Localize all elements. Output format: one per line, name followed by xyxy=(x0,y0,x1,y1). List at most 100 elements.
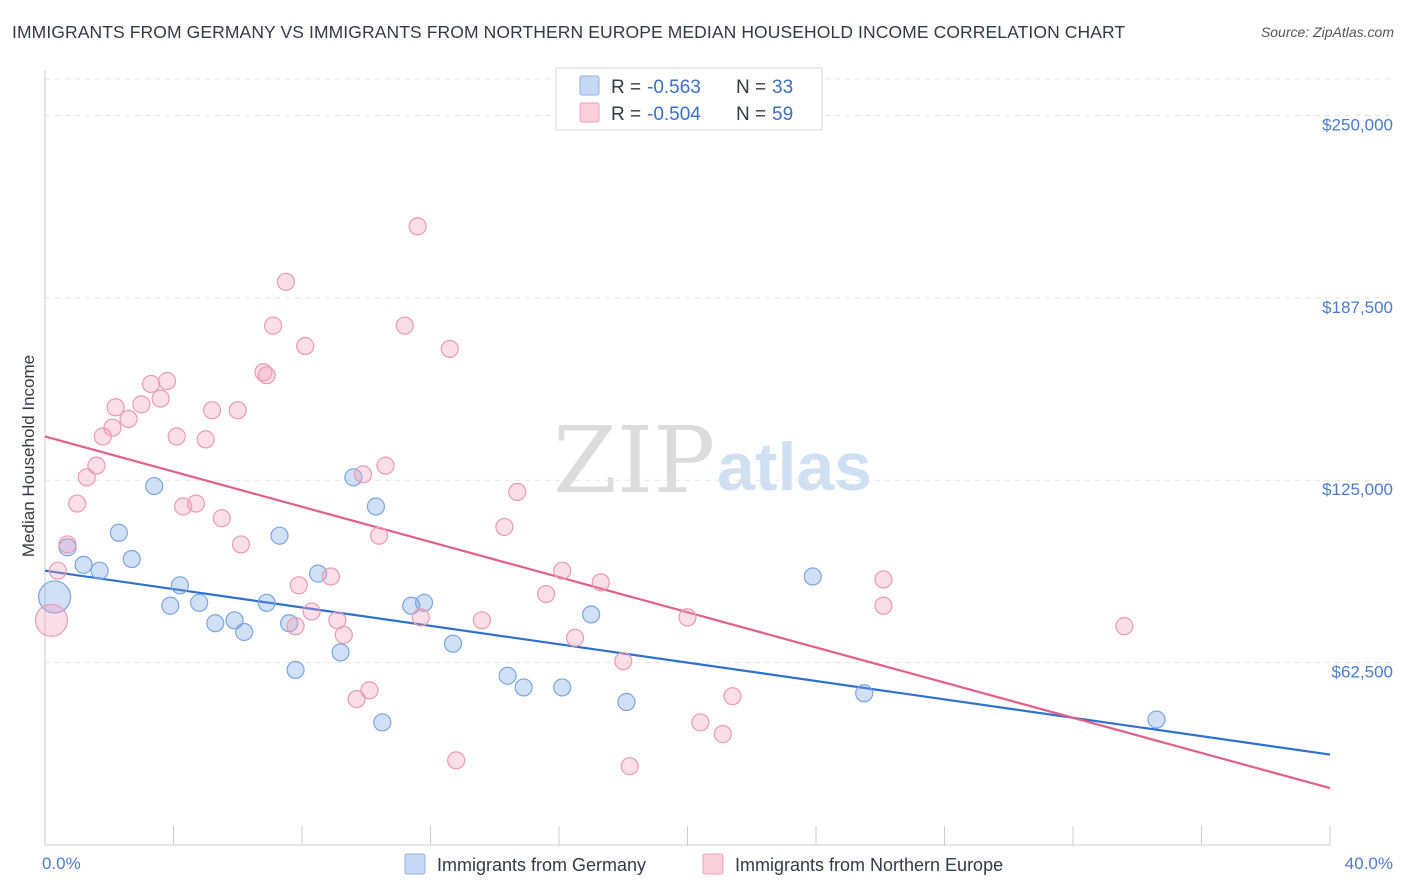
point-northern-europe xyxy=(254,363,273,382)
y-tick-label: $250,000 xyxy=(1322,115,1393,134)
stats-legend: R = -0.563 N = 33 R = -0.504 N = 59 xyxy=(555,67,823,131)
point-germany xyxy=(190,593,209,612)
point-germany xyxy=(553,678,572,697)
point-northern-europe xyxy=(202,401,222,420)
y-tick-label: $187,500 xyxy=(1322,298,1393,317)
point-northern-europe xyxy=(691,713,710,732)
y-tick-label: $62,500 xyxy=(1332,663,1393,682)
point-northern-europe xyxy=(495,517,514,537)
series-label-germany: Immigrants from Germany xyxy=(437,855,646,875)
point-northern-europe xyxy=(321,567,341,586)
point-northern-europe xyxy=(723,687,742,706)
point-northern-europe xyxy=(408,217,427,236)
chart-title: IMMIGRANTS FROM GERMANY VS IMMIGRANTS FR… xyxy=(12,22,1126,42)
point-germany xyxy=(206,614,225,633)
legend-r-label-northern-europe: R = xyxy=(611,104,641,125)
point-germany xyxy=(122,549,141,569)
point-northern-europe xyxy=(151,389,170,408)
point-northern-europe xyxy=(472,611,491,630)
point-northern-europe xyxy=(231,535,251,554)
point-germany xyxy=(366,497,385,516)
point-northern-europe xyxy=(48,561,67,580)
point-northern-europe xyxy=(276,272,296,291)
point-germany xyxy=(498,666,517,685)
point-northern-europe xyxy=(286,617,305,636)
legend-r-value-germany: -0.563 xyxy=(647,77,701,98)
point-northern-europe xyxy=(411,608,430,627)
point-germany xyxy=(74,555,93,574)
series-swatch-germany xyxy=(404,853,426,875)
x-tick-label: 0.0% xyxy=(42,854,81,873)
legend-n-value-germany: 33 xyxy=(772,77,793,98)
point-germany xyxy=(514,678,533,697)
point-northern-europe xyxy=(334,625,353,644)
point-germany xyxy=(617,692,636,712)
point-northern-europe xyxy=(347,689,366,709)
point-northern-europe xyxy=(141,374,161,394)
series-legend: Immigrants from Germany Immigrants from … xyxy=(404,853,1003,875)
source-note: Source: ZipAtlas.com xyxy=(1260,24,1394,40)
point-northern-europe xyxy=(263,316,283,335)
point-northern-europe xyxy=(440,339,459,359)
point-northern-europe xyxy=(360,681,379,700)
point-germany xyxy=(270,526,289,545)
point-northern-europe xyxy=(157,371,177,391)
point-germany xyxy=(170,576,190,595)
point-germany xyxy=(161,596,180,615)
point-germany xyxy=(414,593,434,612)
y-tick-labels: $62,500 $125,000 $187,500 $250,000 xyxy=(1322,115,1393,681)
legend-n-label-germany: N = xyxy=(736,77,766,98)
x-tick-labels: 0.0% 40.0% xyxy=(42,854,1393,873)
point-northern-europe xyxy=(447,751,466,770)
point-northern-europe xyxy=(302,602,321,621)
data-points xyxy=(34,217,1166,776)
legend-r-value-northern-europe: -0.504 xyxy=(647,104,701,125)
point-germany xyxy=(331,643,350,662)
point-northern-europe xyxy=(537,584,556,604)
point-northern-europe xyxy=(228,401,247,420)
legend-n-label-northern-europe: N = xyxy=(736,104,766,125)
point-northern-europe xyxy=(257,366,276,385)
legend-swatch-northern-europe xyxy=(579,102,600,123)
point-germany xyxy=(286,660,305,680)
point-northern-europe xyxy=(106,398,125,417)
watermark-atlas: atlas xyxy=(717,429,872,505)
point-northern-europe xyxy=(77,468,96,487)
point-northern-europe xyxy=(713,725,732,744)
point-northern-europe xyxy=(132,395,151,414)
point-northern-europe xyxy=(353,465,373,484)
trend-lines xyxy=(44,435,1331,790)
point-northern-europe xyxy=(34,603,69,637)
point-germany xyxy=(225,611,244,630)
point-northern-europe xyxy=(678,608,697,627)
point-northern-europe xyxy=(591,573,610,592)
point-northern-europe xyxy=(296,336,315,356)
point-northern-europe xyxy=(87,456,106,475)
y-axis-label: Median Household Income xyxy=(19,355,38,557)
point-germany xyxy=(1147,710,1166,729)
trend-line-germany xyxy=(44,569,1331,756)
point-germany xyxy=(803,567,822,586)
point-northern-europe xyxy=(1115,617,1134,636)
point-northern-europe xyxy=(68,494,87,513)
point-northern-europe xyxy=(565,628,585,647)
point-northern-europe xyxy=(196,430,215,449)
point-northern-europe xyxy=(376,456,395,475)
legend-swatch-germany xyxy=(579,75,600,96)
legend-n-value-northern-europe: 59 xyxy=(772,104,793,125)
point-northern-europe xyxy=(119,409,138,429)
point-northern-europe xyxy=(620,757,639,776)
point-northern-europe xyxy=(289,576,308,595)
point-northern-europe xyxy=(614,652,633,671)
trend-line-northern-europe xyxy=(44,435,1331,790)
point-northern-europe xyxy=(395,316,414,335)
point-germany xyxy=(257,593,276,612)
watermark-zip: ZIP xyxy=(553,407,715,514)
series-label-northern-europe: Immigrants from Northern Europe xyxy=(735,855,1003,875)
point-germany xyxy=(235,622,254,642)
legend-r-label-germany: R = xyxy=(611,77,641,98)
point-northern-europe xyxy=(103,418,122,437)
point-northern-europe xyxy=(370,526,389,545)
point-germany xyxy=(145,476,164,496)
